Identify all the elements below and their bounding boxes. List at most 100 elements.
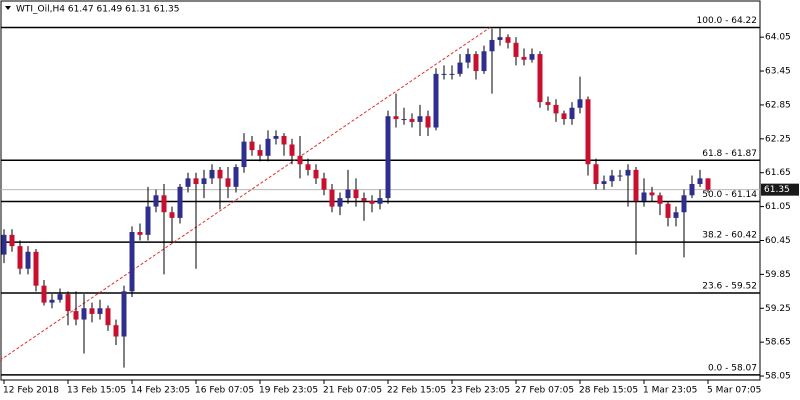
candle-body	[73, 311, 79, 320]
candle-body	[81, 308, 87, 320]
candle-body	[9, 234, 15, 247]
candle-body	[569, 107, 575, 120]
candle-body	[553, 104, 559, 114]
candle-body	[281, 135, 287, 145]
y-tick-label: 59.25	[765, 304, 791, 314]
y-tick-label: 60.45	[765, 236, 791, 246]
current-price-label: 61.35	[764, 185, 790, 195]
y-tick-label: 63.45	[765, 67, 791, 77]
y-tick-label: 62.25	[765, 134, 791, 144]
candle-body	[201, 178, 207, 185]
candle-body	[681, 195, 687, 213]
candle-body	[465, 54, 471, 63]
candle-body	[673, 212, 679, 218]
x-tick-label: 28 Feb 15:05	[579, 386, 638, 396]
candle-body	[585, 99, 591, 165]
candle-body	[401, 119, 407, 121]
candle-body	[153, 195, 159, 207]
candle-body	[337, 198, 343, 207]
candle-body	[641, 192, 647, 201]
x-tick-label: 27 Feb 07:05	[515, 386, 574, 396]
x-tick-label: 1 Mar 23:05	[643, 386, 697, 396]
candle-body	[409, 119, 415, 122]
candle-body	[665, 203, 671, 218]
candle-body	[65, 294, 71, 312]
candle-body	[241, 141, 247, 168]
y-tick-label: 61.65	[765, 168, 791, 178]
trendline	[0, 27, 491, 361]
y-tick-label: 64.05	[765, 33, 791, 43]
candle-body	[529, 54, 535, 60]
x-tick-label: 22 Feb 15:05	[387, 386, 446, 396]
fib-label: 50.0 - 61.14	[702, 190, 757, 200]
chart-title: WTI_Oil,H4 61.47 61.49 61.31 61.35	[16, 5, 180, 15]
menu-arrow	[5, 6, 11, 10]
candle-body	[289, 144, 295, 156]
candle-body	[305, 164, 311, 170]
x-tick-label: 14 Feb 23:05	[131, 386, 190, 396]
candle-body	[385, 116, 391, 199]
candle-body	[433, 73, 439, 128]
x-tick-label: 16 Feb 07:05	[195, 386, 254, 396]
candle-body	[321, 178, 327, 190]
candle-body	[257, 150, 263, 156]
candle-body	[41, 285, 47, 303]
candle-body	[233, 167, 239, 187]
candle-body	[265, 138, 271, 156]
y-tick-label: 58.05	[765, 372, 791, 382]
candle-body	[417, 116, 423, 122]
candle-body	[161, 195, 167, 213]
candle-body	[97, 308, 103, 314]
candle-body	[1, 234, 7, 255]
candle-body	[169, 212, 175, 218]
candle-body	[25, 251, 31, 269]
fib-label: 23.6 - 59.52	[702, 282, 757, 292]
candle-body	[649, 192, 655, 196]
candle-body	[329, 189, 335, 207]
candle-body	[473, 54, 479, 72]
candle-body	[209, 169, 215, 179]
candle-body	[633, 169, 639, 201]
candle-body	[89, 308, 95, 314]
candle-body	[137, 232, 143, 235]
x-tick-label: 12 Feb 2018	[3, 386, 59, 396]
candle-body	[273, 135, 279, 139]
candle-body	[33, 251, 39, 286]
candle-body	[609, 175, 615, 182]
candle-body	[657, 195, 663, 204]
candle-body	[129, 232, 135, 292]
candle-body	[17, 246, 23, 269]
candle-body	[393, 116, 399, 120]
fib-label: 38.2 - 60.42	[702, 231, 757, 241]
x-tick-label: 23 Feb 23:05	[451, 386, 510, 396]
candle-body	[561, 113, 567, 120]
candle-body	[457, 62, 463, 74]
candle-body	[513, 42, 519, 57]
candle-body	[377, 198, 383, 204]
y-tick-label: 58.65	[765, 338, 791, 348]
fib-label: 0.0 - 58.07	[708, 363, 757, 373]
x-tick-label: 5 Mar 07:05	[707, 386, 761, 396]
x-tick-label: 13 Feb 15:05	[67, 386, 126, 396]
candle-body	[185, 178, 191, 187]
candle-body	[449, 73, 455, 75]
candle-body	[353, 189, 359, 199]
candle-body	[113, 325, 119, 337]
candle-body	[521, 56, 527, 60]
x-tick-label: 19 Feb 23:05	[259, 386, 318, 396]
candle-body	[313, 169, 319, 179]
y-tick-label: 61.05	[765, 202, 791, 212]
candle-body	[345, 189, 351, 199]
candle-body	[625, 169, 631, 176]
candle-body	[249, 141, 255, 151]
fib-label: 100.0 - 64.22	[697, 16, 758, 26]
candle-body	[121, 291, 127, 337]
candle-body	[537, 54, 543, 103]
candle-body	[425, 116, 431, 128]
candle-body	[505, 37, 511, 43]
candle-body	[145, 206, 151, 235]
candle-body	[601, 181, 607, 185]
candle-body	[361, 198, 367, 201]
y-tick-label: 62.85	[765, 100, 791, 110]
candle-body	[705, 178, 711, 190]
